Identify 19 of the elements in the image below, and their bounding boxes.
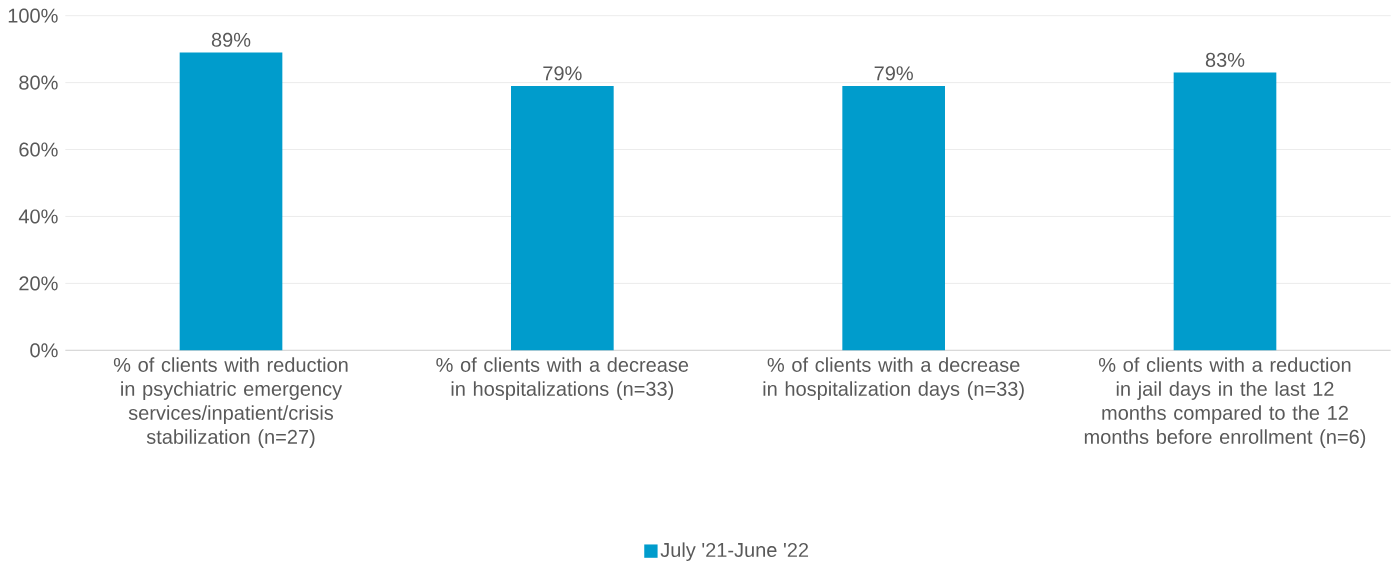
data-label: 83% [1205,52,1245,67]
y-tick-label: 100% [8,8,58,23]
x-tick-label: % of clients with reduction in psychiatric emergency services/inpatient/crisis stabilization (n=27) [113,357,348,448]
data-label: 89% [211,32,251,47]
y-tick-label: 20% [19,276,58,291]
bar [511,85,614,351]
legend-label: July '21-June '22 [660,542,809,561]
x-tick-label: % of clients with a reduction in jail days in the last 12 months compared to the 12 months before enrollment (n=6) [1084,357,1366,448]
data-label: 79% [874,66,913,81]
bar [179,52,283,351]
bar [1173,72,1277,351]
y-tick-label: 40% [18,209,58,224]
x-tick-label: % of clients with a decrease in hospitalization days (n=33) [763,357,1024,400]
bar [842,85,945,351]
y-tick-label: 0% [30,343,58,358]
data-label: 79% [543,66,582,81]
x-tick-label: % of clients with a decrease in hospitalizations (n=33) [436,357,689,400]
y-tick-label: 80% [19,75,58,90]
y-tick-label: 60% [19,142,58,157]
